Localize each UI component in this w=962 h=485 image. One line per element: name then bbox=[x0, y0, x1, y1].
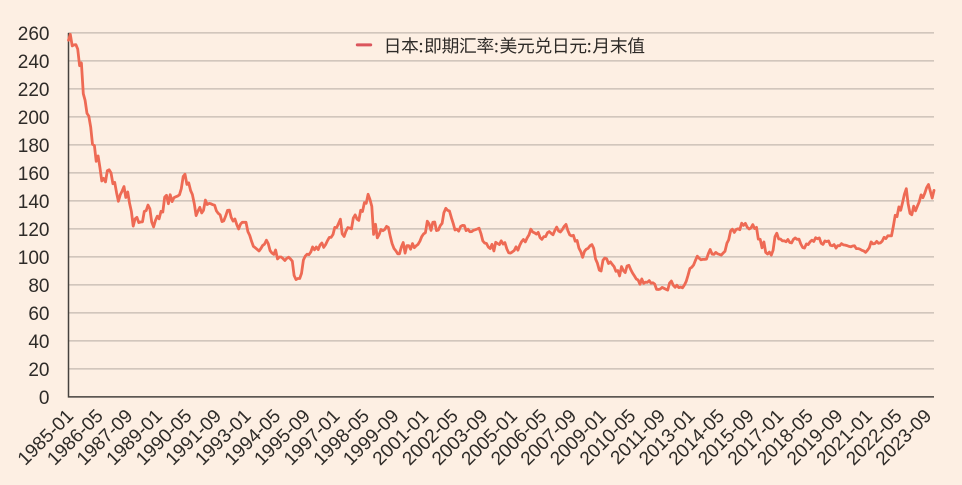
svg-text:200: 200 bbox=[18, 108, 50, 129]
svg-text:20: 20 bbox=[28, 360, 49, 381]
svg-text:220: 220 bbox=[18, 80, 50, 101]
svg-text:160: 160 bbox=[18, 164, 50, 185]
svg-text:120: 120 bbox=[18, 220, 50, 241]
svg-text:0: 0 bbox=[39, 388, 50, 409]
svg-text:100: 100 bbox=[18, 248, 50, 269]
svg-text:140: 140 bbox=[18, 192, 50, 213]
svg-text:180: 180 bbox=[18, 136, 50, 157]
svg-text:40: 40 bbox=[28, 332, 49, 353]
svg-text:240: 240 bbox=[18, 52, 50, 73]
svg-text:260: 260 bbox=[18, 24, 50, 45]
svg-text:60: 60 bbox=[28, 304, 49, 325]
svg-text:80: 80 bbox=[28, 276, 49, 297]
